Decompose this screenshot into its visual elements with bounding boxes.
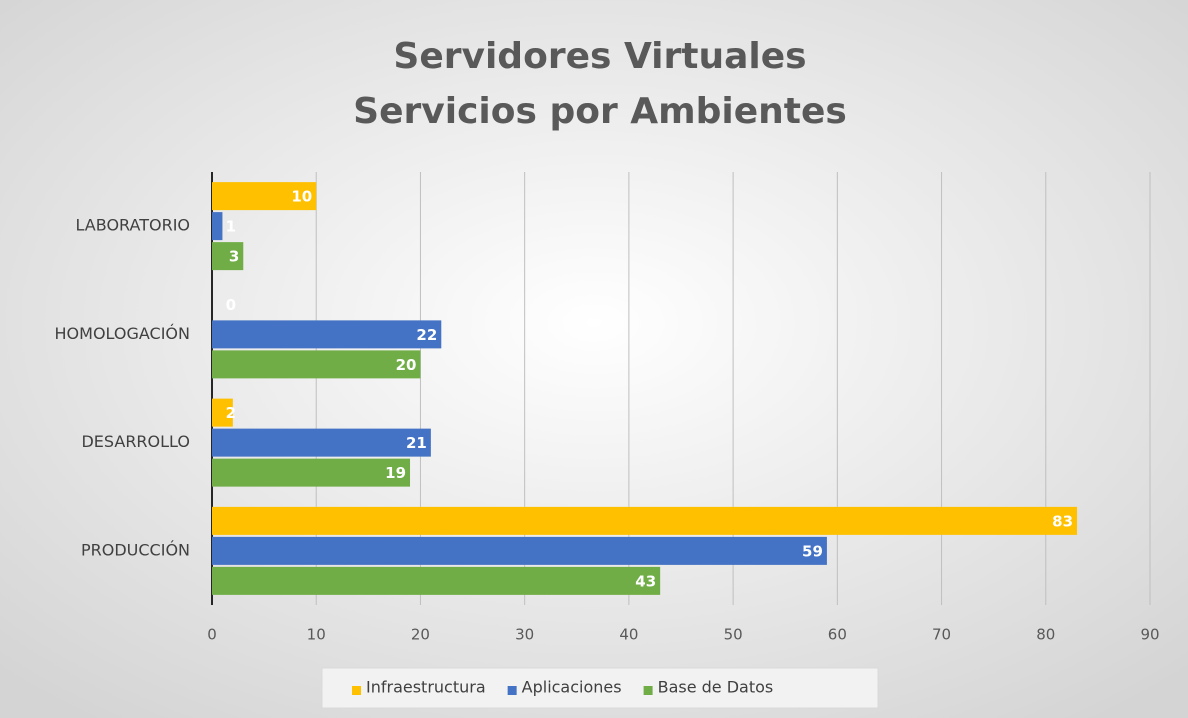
bar [212, 242, 244, 271]
bar [212, 428, 431, 457]
bar [212, 350, 421, 379]
data-label: 0 [226, 296, 236, 314]
legend-box [321, 667, 879, 709]
legend-swatch [643, 686, 653, 695]
data-label: 1 [226, 218, 236, 236]
legend-label: Base de Datos [658, 678, 774, 697]
x-tick-label: 80 [1036, 626, 1055, 644]
data-label: 59 [802, 542, 823, 560]
bar [212, 458, 411, 487]
bar [212, 182, 317, 211]
y-tick-label: HOMOLOGACIÓN [55, 324, 190, 343]
data-label: 3 [229, 248, 239, 266]
data-label: 19 [385, 464, 406, 482]
bar [212, 320, 442, 349]
data-label: 22 [416, 326, 437, 344]
x-tick-label: 0 [207, 626, 217, 644]
x-tick-label: 90 [1140, 626, 1159, 644]
x-tick-label: 40 [619, 626, 638, 644]
legend-label: Aplicaciones [522, 678, 622, 697]
legend-swatch [507, 686, 517, 695]
data-label: 20 [396, 356, 417, 374]
legend-swatch [352, 686, 361, 695]
y-tick-label: LABORATORIO [76, 216, 190, 235]
data-label: 83 [1052, 512, 1073, 530]
x-tick-label: 60 [828, 626, 847, 644]
data-label: 10 [291, 188, 312, 206]
bar [212, 212, 223, 241]
bar [212, 536, 827, 565]
x-tick-label: 50 [724, 626, 743, 644]
data-label: 43 [635, 572, 656, 590]
x-tick-label: 10 [307, 626, 326, 644]
y-tick-label: DESARROLLO [81, 432, 190, 451]
bar [212, 506, 1078, 535]
legend-label: Infraestructura [366, 678, 486, 697]
chart-title: Servicios por Ambientes [353, 91, 847, 132]
chart-title: Servidores Virtuales [393, 36, 806, 77]
bar [212, 566, 661, 595]
x-tick-label: 70 [932, 626, 951, 644]
data-label: 2 [226, 404, 236, 422]
x-tick-label: 30 [515, 626, 534, 644]
y-tick-label: PRODUCCIÓN [81, 540, 190, 559]
x-tick-label: 20 [411, 626, 430, 644]
bar [212, 398, 233, 427]
data-label: 21 [406, 434, 427, 452]
